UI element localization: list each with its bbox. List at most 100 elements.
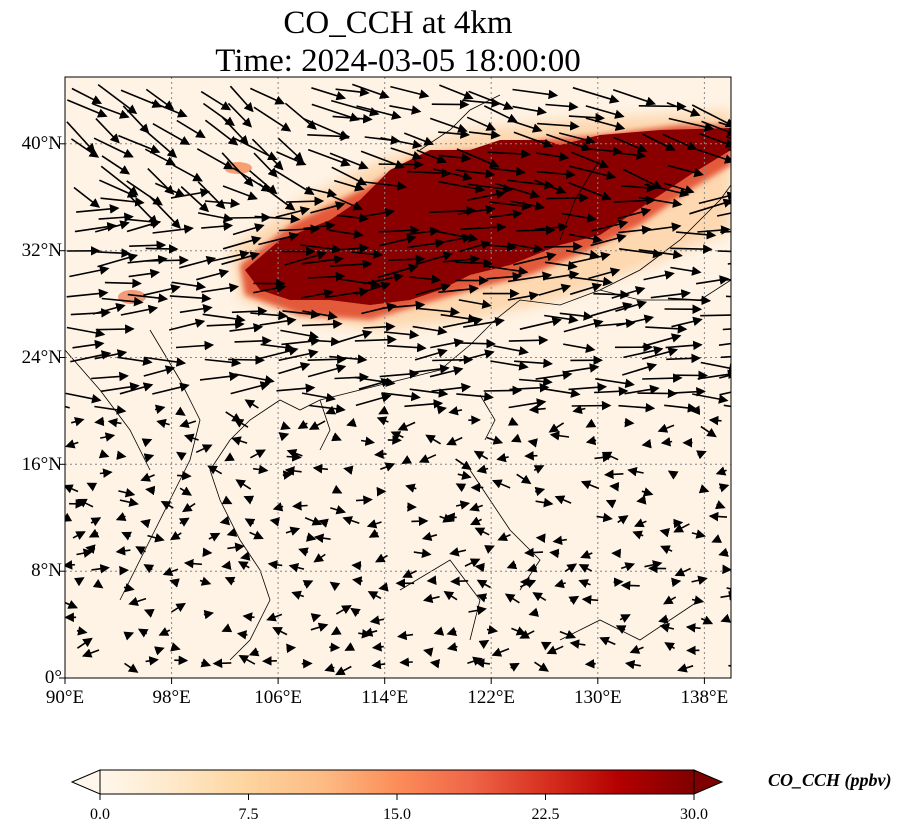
wind-arrow bbox=[329, 152, 369, 170]
wind-arrow bbox=[74, 222, 117, 233]
wind-arrow bbox=[513, 131, 554, 148]
wind-arrow bbox=[673, 518, 684, 529]
wind-arrow bbox=[101, 155, 131, 175]
wind-arrow bbox=[677, 663, 694, 673]
wind-arrow bbox=[462, 98, 502, 108]
wind-arrow bbox=[718, 342, 731, 346]
wind-arrow bbox=[204, 198, 241, 209]
wind-arrow bbox=[66, 99, 108, 118]
wind-arrow bbox=[588, 267, 621, 280]
wind-arrow bbox=[459, 349, 495, 362]
wind-arrow bbox=[486, 271, 523, 282]
wind-arrow bbox=[429, 117, 468, 133]
wind-arrow bbox=[240, 551, 251, 561]
wind-arrow bbox=[723, 404, 731, 408]
wind-arrow bbox=[152, 123, 191, 145]
colorbar-extend-max bbox=[693, 769, 724, 795]
wind-arrow bbox=[700, 615, 714, 625]
wind-arrow bbox=[374, 449, 387, 459]
wind-arrow bbox=[719, 374, 731, 379]
wind-arrow bbox=[426, 575, 437, 585]
wind-arrow bbox=[508, 335, 549, 346]
wind-arrow bbox=[249, 530, 264, 540]
wind-arrow bbox=[563, 318, 604, 333]
wind-arrow bbox=[569, 165, 617, 181]
wind-arrow bbox=[599, 636, 616, 646]
wind-arrow bbox=[284, 102, 317, 130]
wind-arrow bbox=[722, 328, 731, 331]
wind-arrow bbox=[330, 505, 347, 515]
wind-arrow bbox=[494, 182, 541, 199]
wind-arrow bbox=[415, 283, 451, 296]
wind-arrow bbox=[720, 230, 731, 233]
wind-arrow bbox=[305, 532, 317, 542]
wind-arrow bbox=[664, 642, 676, 652]
wind-arrow bbox=[534, 179, 567, 194]
wind-arrow bbox=[137, 628, 149, 638]
wind-arrow bbox=[95, 118, 120, 144]
wind-arrow bbox=[526, 563, 538, 573]
wind-arrow bbox=[116, 450, 127, 460]
wind-arrow bbox=[685, 623, 701, 633]
wind-arrow bbox=[318, 518, 329, 528]
wind-arrow bbox=[98, 212, 134, 223]
wind-arrow bbox=[448, 406, 463, 416]
wind-arrow bbox=[221, 116, 249, 146]
y-tick-label: 40°N bbox=[21, 133, 62, 154]
wind-arrow bbox=[143, 564, 155, 574]
wind-arrow bbox=[439, 84, 474, 100]
wind-arrow bbox=[618, 225, 652, 235]
wind-arrow bbox=[272, 627, 288, 636]
wind-arrow bbox=[510, 433, 522, 443]
wind-arrow bbox=[352, 576, 363, 586]
wind-arrow bbox=[97, 252, 139, 268]
wind-arrow bbox=[725, 202, 731, 205]
wind-arrow bbox=[272, 502, 284, 512]
wind-arrow bbox=[405, 483, 417, 493]
wind-arrow bbox=[158, 627, 171, 636]
wind-arrow bbox=[717, 250, 731, 253]
wind-arrow bbox=[335, 605, 352, 615]
wind-arrow bbox=[549, 548, 560, 559]
wind-arrow bbox=[368, 528, 380, 538]
wind-arrow bbox=[568, 182, 612, 201]
colorbar-tick-label: 7.5 bbox=[238, 806, 259, 823]
wind-arrow bbox=[354, 334, 397, 345]
wind-arrow bbox=[508, 398, 547, 409]
wind-arrow bbox=[351, 249, 384, 260]
wind-arrow bbox=[436, 405, 447, 415]
wind-arrow bbox=[200, 90, 232, 111]
wind-arrow bbox=[146, 131, 178, 159]
wind-arrow bbox=[99, 179, 138, 198]
wind-arrow bbox=[230, 381, 271, 395]
wind-arrow bbox=[629, 644, 644, 654]
colorbar bbox=[70, 769, 724, 800]
wind-arrow bbox=[720, 613, 731, 623]
wind-arrow bbox=[301, 392, 336, 403]
x-tick-label: 138°E bbox=[680, 687, 729, 708]
wind-arrow bbox=[596, 512, 613, 523]
wind-arrow bbox=[535, 370, 573, 380]
wind-arrow bbox=[278, 224, 321, 234]
colorbar-extend-min bbox=[70, 769, 101, 795]
wind-arrow bbox=[413, 548, 432, 559]
wind-arrow bbox=[169, 531, 182, 541]
wind-arrow bbox=[291, 590, 305, 600]
wind-arrow bbox=[70, 417, 85, 427]
wind-arrow bbox=[384, 329, 420, 340]
wind-arrow bbox=[474, 562, 485, 573]
wind-arrow bbox=[253, 106, 292, 132]
wind-arrow bbox=[201, 283, 240, 293]
y-tick-label: 8°N bbox=[31, 560, 62, 581]
wind-arrow bbox=[135, 546, 146, 556]
wind-arrow bbox=[169, 318, 206, 331]
wind-arrow bbox=[343, 465, 354, 475]
wind-arrow bbox=[252, 464, 269, 475]
wind-arrow bbox=[486, 624, 499, 635]
wind-arrow bbox=[251, 138, 284, 171]
wind-arrow bbox=[307, 148, 351, 167]
wind-arrow bbox=[303, 221, 336, 231]
wind-arrow bbox=[356, 105, 402, 120]
wind-arrow bbox=[361, 207, 395, 218]
wind-arrow bbox=[176, 119, 206, 139]
